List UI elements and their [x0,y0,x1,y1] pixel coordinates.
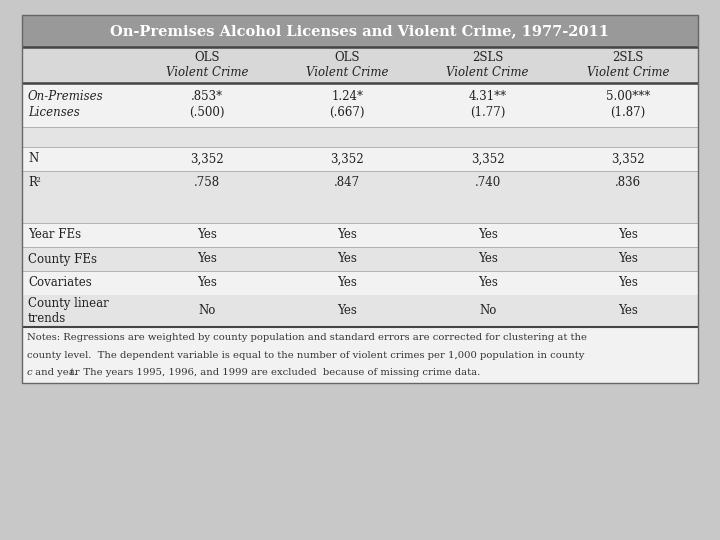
Text: .758: .758 [194,177,220,190]
Text: Yes: Yes [477,253,498,266]
Bar [22,247,698,271]
Text: Yes: Yes [197,228,217,241]
Text: No: No [479,305,496,318]
Text: Yes: Yes [338,276,357,289]
Text: Violent Crime: Violent Crime [446,66,529,79]
Text: Yes: Yes [338,228,357,241]
Text: 3,352: 3,352 [190,152,224,165]
Text: Yes: Yes [338,305,357,318]
Text: No: No [199,305,216,318]
Text: .740: .740 [474,177,500,190]
Text: County linear: County linear [28,298,109,310]
Text: .  The years 1995, 1996, and 1999 are excluded  because of missing crime data.: . The years 1995, 1996, and 1999 are exc… [73,368,480,377]
Text: county level.  The dependent variable is equal to the number of violent crimes p: county level. The dependent variable is … [27,350,585,360]
Text: N: N [28,152,38,165]
Bar [22,171,698,195]
Text: 2SLS: 2SLS [472,51,503,64]
Bar [22,83,698,127]
Text: 5.00***: 5.00*** [606,90,650,103]
Text: Violent Crime: Violent Crime [587,66,669,79]
Text: Yes: Yes [618,305,638,318]
Text: Yes: Yes [477,228,498,241]
Text: and year: and year [32,368,82,377]
Text: .836: .836 [615,177,641,190]
Text: (.667): (.667) [330,106,365,119]
Text: On-Premises: On-Premises [28,90,104,103]
Text: OLS: OLS [335,51,360,64]
Text: Covariates: Covariates [28,276,91,289]
Text: 1.24*: 1.24* [331,90,364,103]
Text: Yes: Yes [618,276,638,289]
Text: 4.31**: 4.31** [469,90,507,103]
Text: Violent Crime: Violent Crime [166,66,248,79]
Text: OLS: OLS [194,51,220,64]
Text: On-Premises Alcohol Licenses and Violent Crime, 1977-2011: On-Premises Alcohol Licenses and Violent… [110,24,610,38]
Text: trends: trends [28,312,66,325]
Text: .853*: .853* [191,90,223,103]
Text: (.500): (.500) [189,106,225,119]
Text: t: t [69,368,73,377]
Text: R: R [28,177,37,190]
Text: Yes: Yes [197,253,217,266]
Text: County FEs: County FEs [28,253,97,266]
Text: Yes: Yes [618,253,638,266]
Text: Yes: Yes [477,276,498,289]
Text: .847: .847 [334,177,361,190]
Text: 2SLS: 2SLS [612,51,644,64]
Bar [22,271,698,295]
Bar [22,127,698,147]
Bar [22,223,698,247]
Text: Yes: Yes [618,228,638,241]
Text: Year FEs: Year FEs [28,228,81,241]
Text: (1.87): (1.87) [611,106,646,119]
Text: 3,352: 3,352 [471,152,505,165]
Bar [22,15,698,383]
Text: Notes: Regressions are weighted by county population and standard errors are cor: Notes: Regressions are weighted by count… [27,333,587,342]
Text: 3,352: 3,352 [611,152,644,165]
Bar [22,147,698,171]
Text: Licenses: Licenses [28,106,80,119]
Bar [22,15,698,47]
Text: c: c [27,368,32,377]
Text: (1.77): (1.77) [470,106,505,119]
Bar [22,47,698,83]
Text: 3,352: 3,352 [330,152,364,165]
Text: Violent Crime: Violent Crime [306,66,389,79]
Text: Yes: Yes [338,253,357,266]
Bar [22,327,698,383]
Bar [22,295,698,327]
Bar [22,195,698,223]
Text: 2: 2 [35,176,40,184]
Text: Yes: Yes [197,276,217,289]
